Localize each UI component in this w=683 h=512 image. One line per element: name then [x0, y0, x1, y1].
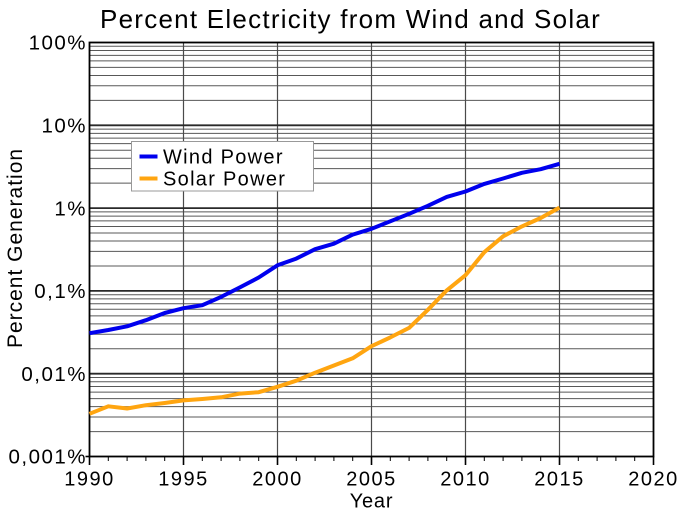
svg-text:100%: 100%	[29, 32, 87, 55]
svg-text:0,1%: 0,1%	[34, 280, 87, 303]
svg-text:Solar Power: Solar Power	[163, 169, 286, 191]
svg-text:0,001%: 0,001%	[8, 446, 87, 469]
svg-text:Percent Generation: Percent Generation	[4, 148, 27, 348]
svg-text:1%: 1%	[54, 197, 87, 220]
svg-text:Wind Power: Wind Power	[163, 147, 284, 169]
svg-text:10%: 10%	[41, 115, 87, 138]
svg-text:2020: 2020	[628, 469, 679, 491]
svg-text:2000: 2000	[252, 469, 303, 491]
svg-text:1995: 1995	[158, 469, 209, 491]
svg-text:2010: 2010	[440, 469, 491, 491]
svg-text:2015: 2015	[534, 469, 585, 491]
svg-text:0,01%: 0,01%	[21, 363, 87, 386]
svg-text:1990: 1990	[64, 469, 115, 491]
svg-text:2005: 2005	[346, 469, 397, 491]
svg-text:Percent Electricity from Wind: Percent Electricity from Wind and Solar	[100, 4, 601, 34]
svg-text:Year: Year	[350, 491, 394, 512]
